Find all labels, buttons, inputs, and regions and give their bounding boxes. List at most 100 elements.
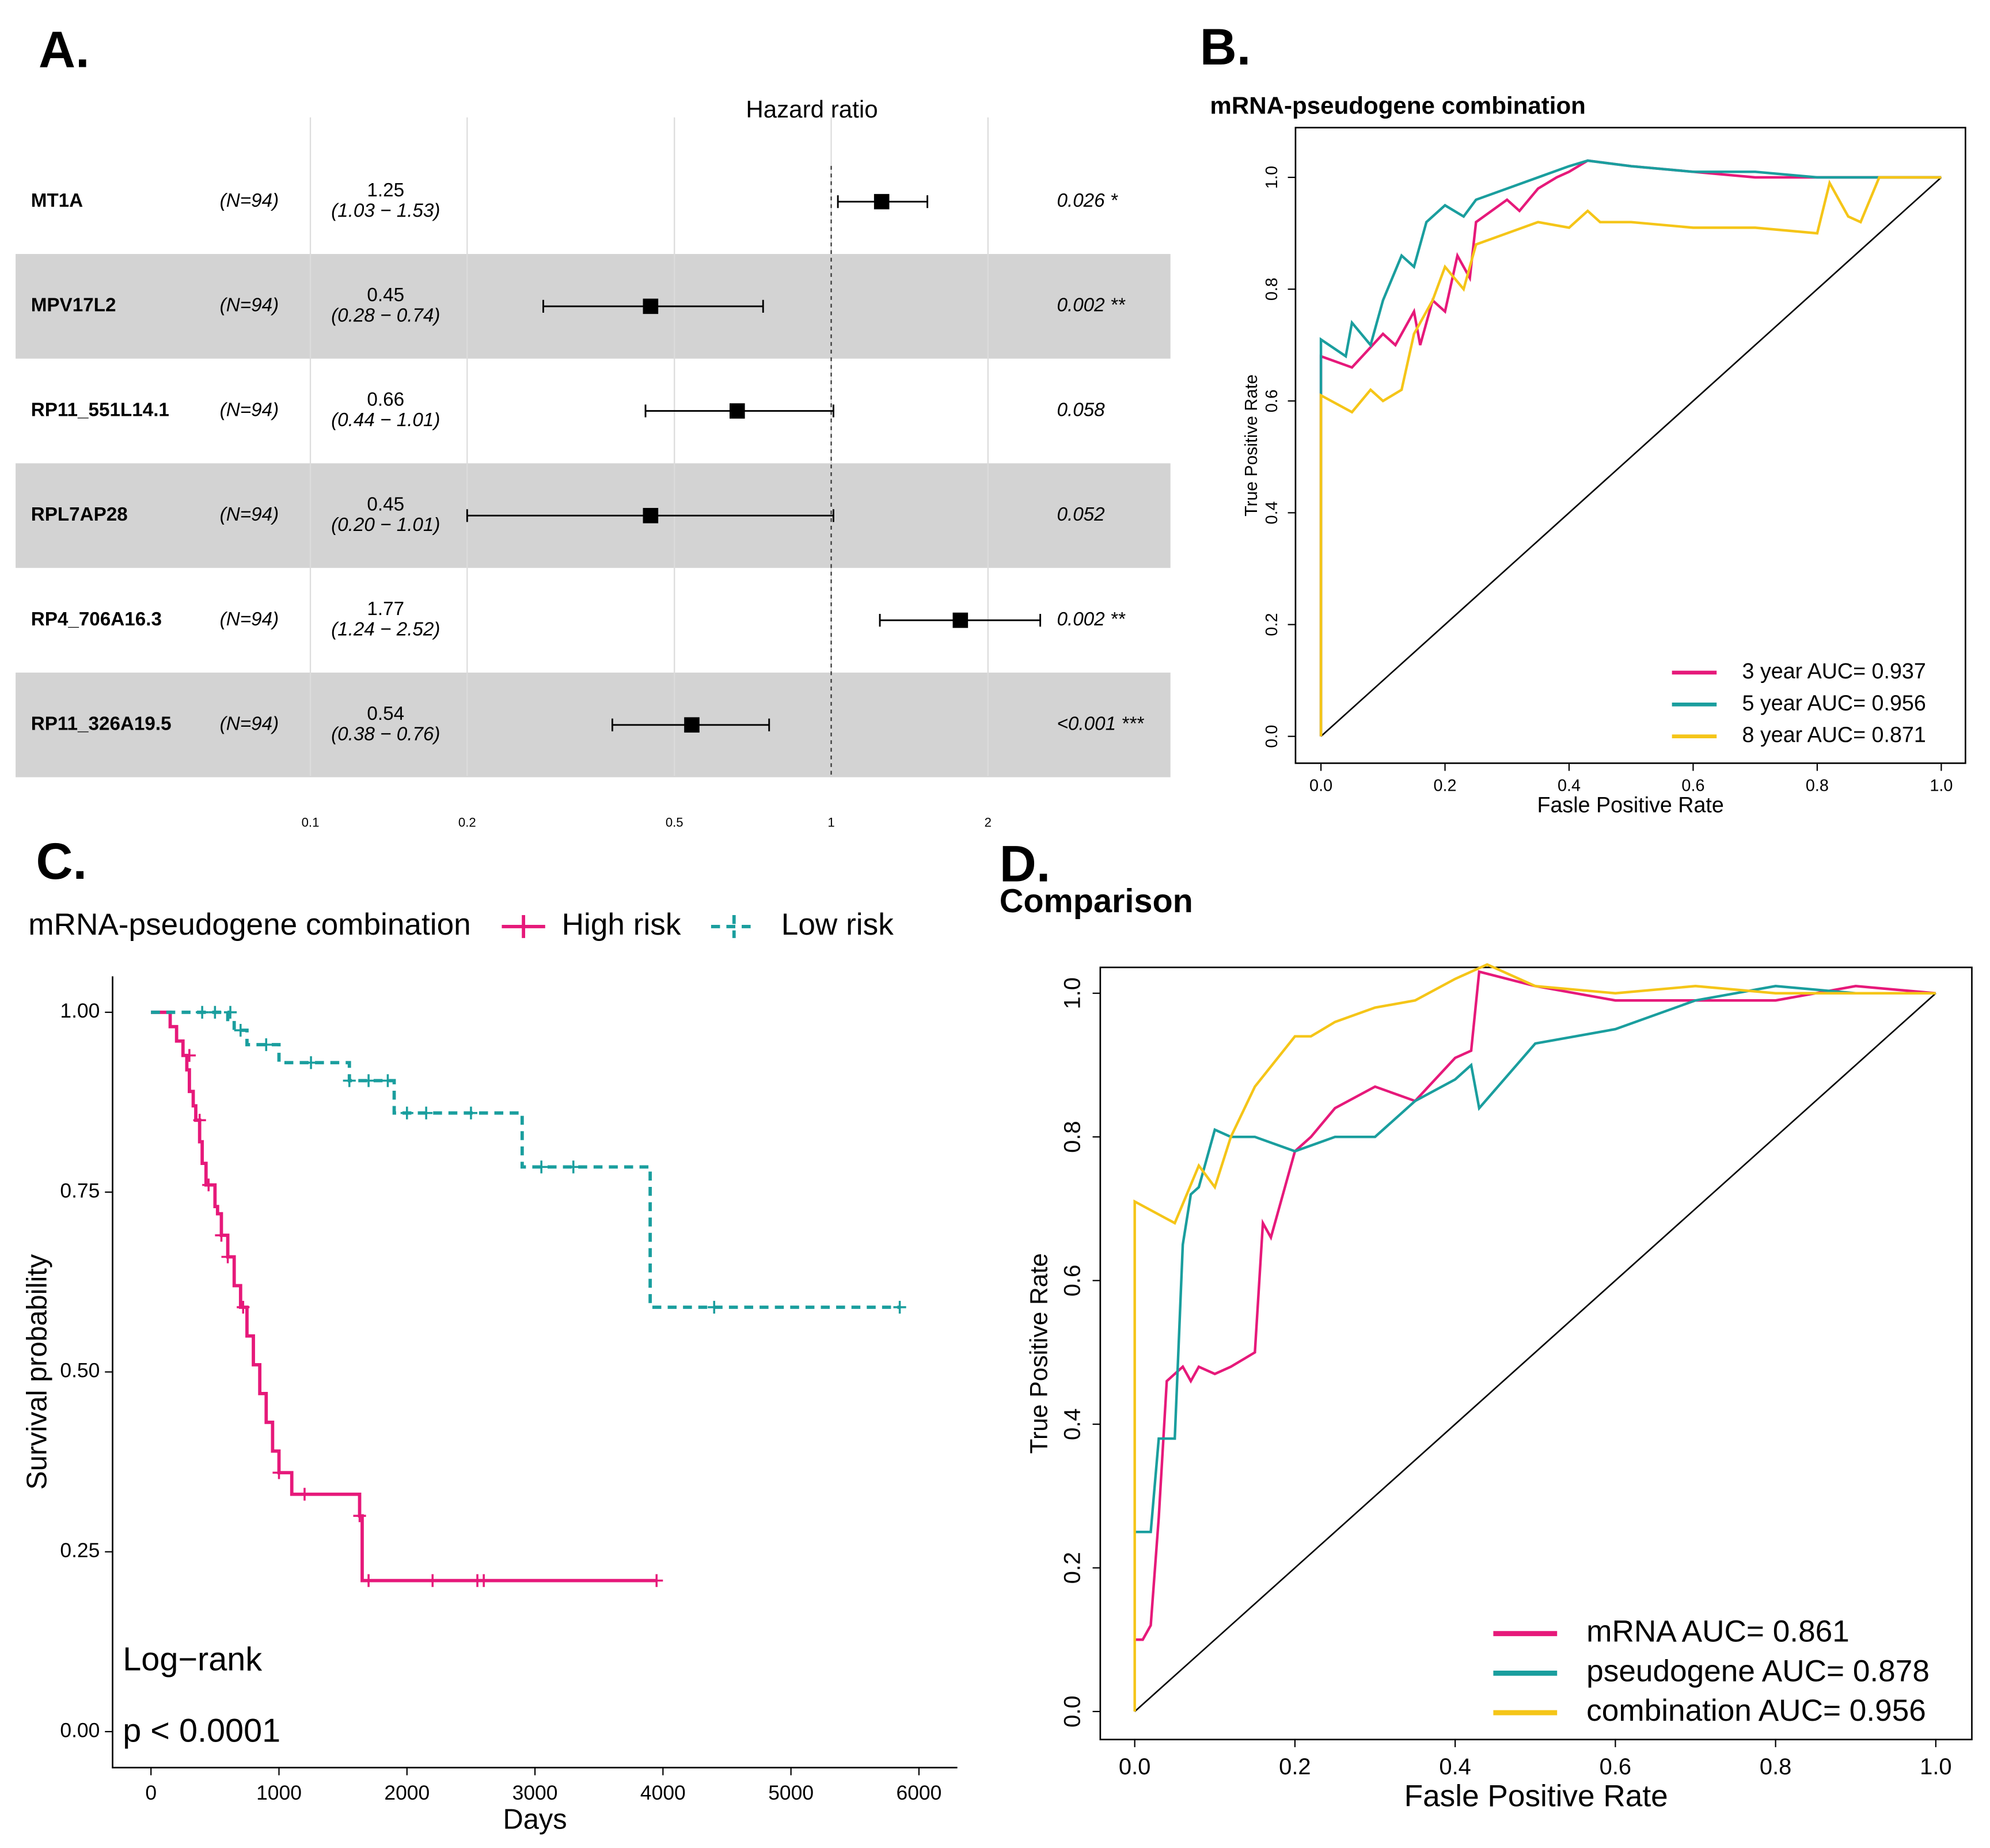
plot-frame xyxy=(1099,966,1973,1740)
censor-mark xyxy=(464,1106,478,1120)
chart-title: Comparison xyxy=(1000,883,1193,920)
censor-mark xyxy=(223,1005,237,1019)
censor-mark xyxy=(196,1005,209,1019)
censor-mark xyxy=(343,1074,356,1087)
n-label: (N=94) xyxy=(220,714,279,735)
point xyxy=(684,717,700,733)
x-tick-label: 1 xyxy=(827,815,834,829)
axis-line xyxy=(112,976,958,1769)
roc-curve xyxy=(1319,159,1942,737)
x-tick-label: 1.0 xyxy=(1920,1754,1951,1779)
x-tick-label: 1000 xyxy=(256,1781,302,1804)
ci-label: (0.20 − 1.01) xyxy=(331,514,440,536)
censor-mark xyxy=(353,1509,366,1523)
panel-label: B. xyxy=(1200,18,1251,75)
censor-mark xyxy=(567,1160,580,1174)
diagonal xyxy=(1320,177,1942,737)
hr-label: 0.45 xyxy=(367,494,404,515)
x-tick-label: 0.8 xyxy=(1806,777,1829,795)
y-tick-label: 0.0 xyxy=(1263,725,1281,748)
n-label: (N=94) xyxy=(220,609,279,630)
panel-label: C. xyxy=(36,833,88,890)
survival-curve xyxy=(151,1010,657,1583)
censor-mark xyxy=(272,1466,286,1479)
y-tick-label: 0.2 xyxy=(1059,1552,1085,1584)
n-label: (N=94) xyxy=(220,190,279,211)
y-tick-label: 0.8 xyxy=(1263,278,1281,301)
point xyxy=(643,298,659,314)
point xyxy=(952,612,969,628)
legend-label: High risk xyxy=(562,908,681,942)
roc-curve xyxy=(1133,963,1936,1712)
censor-mark xyxy=(237,1300,250,1314)
ci-label: (0.44 − 1.01) xyxy=(331,409,440,431)
x-tick-label: 0.6 xyxy=(1600,1754,1631,1779)
censor-mark xyxy=(221,1250,234,1263)
annotation: Log−rank xyxy=(123,1641,262,1678)
x-tick-label: 6000 xyxy=(897,1781,942,1804)
hr-label: 1.77 xyxy=(367,598,404,620)
x-tick-label: 0 xyxy=(145,1781,157,1804)
x-tick-label: 0.0 xyxy=(1309,777,1332,795)
legend-label: 3 year AUC= 0.937 xyxy=(1742,659,1926,683)
y-axis-title: True Positive Rate xyxy=(1025,1253,1053,1454)
y-tick-label: 0.8 xyxy=(1059,1121,1085,1152)
x-tick-label: 2000 xyxy=(384,1781,430,1804)
censor-mark xyxy=(420,1106,433,1120)
ci-label: (0.38 − 0.76) xyxy=(331,723,440,745)
x-axis-title: Days xyxy=(503,1804,567,1835)
y-tick-label: 1.0 xyxy=(1263,166,1281,189)
censor-mark xyxy=(893,1300,906,1314)
ci-label: (1.03 − 1.53) xyxy=(331,200,440,222)
diagonal xyxy=(1134,992,1936,1712)
hr-label: 1.25 xyxy=(367,180,404,201)
legend-label: Low risk xyxy=(781,908,894,942)
hr-label: 0.45 xyxy=(367,284,404,306)
y-axis-title: Survival probability xyxy=(22,1254,53,1490)
row-label: RP4_706A16.3 xyxy=(31,609,162,630)
y-tick-label: 0.6 xyxy=(1059,1265,1085,1296)
chart-title: Hazard ratio xyxy=(746,96,878,123)
n-label: (N=94) xyxy=(220,295,279,316)
n-label: (N=94) xyxy=(220,504,279,525)
p-label: 0.052 xyxy=(1057,504,1104,525)
legend-title: mRNA-pseudogene combination xyxy=(28,908,470,942)
censor-mark xyxy=(650,1574,663,1587)
censor-mark xyxy=(260,1038,273,1052)
hr-label: 0.54 xyxy=(367,703,404,724)
x-tick-label: 0.8 xyxy=(1760,1754,1791,1779)
panel-label: A. xyxy=(39,21,90,78)
p-label: 0.058 xyxy=(1057,399,1105,420)
censor-mark xyxy=(708,1300,721,1314)
censor-mark xyxy=(215,1228,228,1242)
legend-label: pseudogene AUC= 0.878 xyxy=(1586,1654,1930,1688)
censor-mark xyxy=(535,1160,548,1174)
annotation: p < 0.0001 xyxy=(123,1713,280,1750)
y-tick-label: 1.00 xyxy=(60,999,100,1022)
legend-swatch xyxy=(711,914,757,938)
x-tick-label: 4000 xyxy=(640,1781,686,1804)
roc-curve xyxy=(1319,176,1942,737)
censor-mark xyxy=(362,1574,375,1587)
y-tick-label: 1.0 xyxy=(1059,977,1085,1009)
x-tick-label: 0.1 xyxy=(302,815,320,829)
censor-mark xyxy=(298,1487,312,1501)
y-tick-label: 0.00 xyxy=(60,1718,100,1741)
p-label: 0.026 * xyxy=(1057,190,1118,211)
y-tick-label: 0.4 xyxy=(1263,501,1281,524)
hr-label: 0.66 xyxy=(367,389,404,411)
p-label: <0.001 *** xyxy=(1057,714,1144,735)
legend-label: mRNA AUC= 0.861 xyxy=(1586,1615,1850,1649)
x-tick-label: 1.0 xyxy=(1930,777,1953,795)
ci-label: (1.24 − 2.52) xyxy=(331,619,440,640)
legend-label: 5 year AUC= 0.956 xyxy=(1742,690,1926,715)
censor-mark xyxy=(400,1106,413,1120)
censor-mark xyxy=(426,1574,439,1587)
censor-mark xyxy=(202,1178,215,1191)
y-tick-label: 0.25 xyxy=(60,1539,100,1562)
x-axis-title: Fasle Positive Rate xyxy=(1537,793,1723,817)
x-axis-title: Fasle Positive Rate xyxy=(1404,1779,1668,1813)
x-tick-label: 0.6 xyxy=(1681,777,1704,795)
x-tick-label: 0.2 xyxy=(1279,1754,1311,1779)
chart-title: mRNA-pseudogene combination xyxy=(1210,92,1585,119)
